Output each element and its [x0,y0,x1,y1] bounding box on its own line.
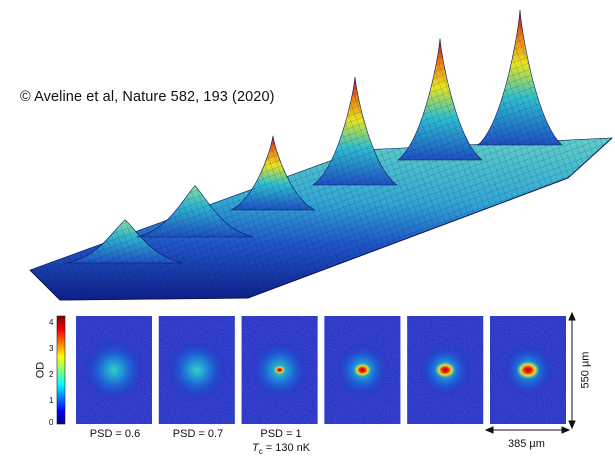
colorbar-tick: 4 [49,318,54,327]
colorbar [56,315,66,425]
colorbar-tick: 3 [49,344,54,353]
density-peak-mesh [478,10,562,145]
absorption-image [490,316,566,424]
tc-value: = 130 nK [262,442,311,454]
height-scale-label: 550 µm [579,351,592,389]
colorbar-gradient [56,315,66,425]
condensate-core [516,361,540,379]
absorption-image [76,316,152,424]
absorption-image [241,316,318,424]
tc-symbol: T [252,442,259,454]
surface-front-edge [29,137,613,301]
tc-subscript: c [258,447,263,457]
condensate-core [353,363,372,377]
density-peak-mesh [67,219,183,263]
density-peak-mesh [313,77,397,185]
psd-label: PSD = 1 [260,428,302,440]
width-scale-label: 385 µm [508,438,545,450]
absorption-image [158,316,235,424]
scale-bar-vertical [568,311,576,430]
colorbar-tick: 0 [49,418,54,427]
psd-label: PSD = 0.7 [172,428,224,440]
colorbar-tick: 1 [49,396,54,405]
absorption-images [76,316,566,424]
psd-label: PSD = 0.6 [89,428,141,440]
density-peak-mesh [398,38,482,160]
absorption-image [407,316,484,424]
colorbar-tick: 2 [49,370,54,379]
critical-temperature-label: Tc = 130 nK [252,442,310,456]
scale-bar-horizontal [484,426,571,434]
surface-plot [29,9,613,301]
thermal-cloud [82,338,146,402]
colorbar-label: OD [34,361,47,379]
condensate-core [273,365,286,375]
density-peak-mesh [231,135,315,210]
figure-credit: © Aveline et al, Nature 582, 193 (2020) [20,89,275,105]
thermal-cloud [165,339,228,401]
absorption-image [324,316,401,424]
condensate-core [434,362,456,378]
surface-peaks [66,9,563,264]
density-peak-mesh [137,185,253,237]
